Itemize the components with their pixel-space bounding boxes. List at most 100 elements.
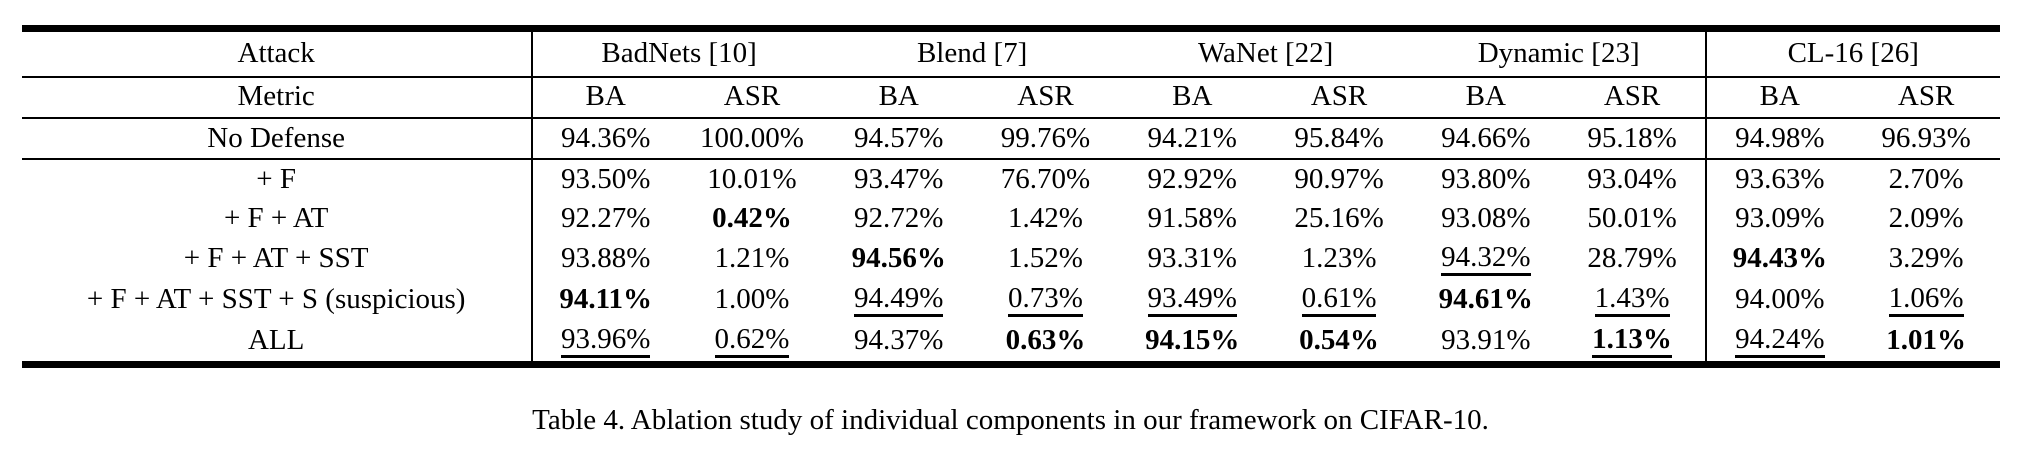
table-caption: Table 4. Ablation study of individual co… [532, 404, 1489, 436]
row-label: + F + AT [21, 199, 533, 238]
row-label: + F [21, 159, 533, 199]
value-text: 93.88% [560, 242, 651, 274]
value-text: 1.00% [714, 283, 790, 315]
value-cell: 94.36% [531, 118, 679, 160]
value-cell: 94.43% [1704, 238, 1853, 279]
value-cell: 0.61% [1266, 279, 1413, 320]
value-text: 0.62% [714, 325, 790, 358]
value-text: 94.21% [1147, 122, 1237, 154]
row-label: ALL [21, 320, 533, 365]
value-cell: 93.47% [825, 159, 972, 199]
metric-asr: ASR [972, 77, 1119, 119]
value-cell: 1.52% [972, 238, 1119, 279]
value-text: 92.92% [1147, 163, 1237, 195]
value-text: 93.91% [1441, 324, 1531, 356]
value-cell: 93.63% [1704, 159, 1853, 199]
value-text: 1.21% [714, 242, 790, 274]
value-cell: 95.84% [1265, 118, 1413, 160]
value-cell: 92.92% [1119, 159, 1266, 199]
value-text: 94.57% [854, 122, 944, 154]
value-cell: 94.24% [1704, 320, 1853, 365]
value-text: 93.08% [1441, 202, 1531, 234]
value-cell: 94.61% [1412, 279, 1559, 320]
value-text: 93.49% [1147, 284, 1237, 317]
value-cell: 1.00% [679, 279, 826, 320]
value-text: 94.15% [1145, 324, 1240, 356]
value-cell: 94.32% [1412, 238, 1559, 279]
value-text: 94.37% [854, 324, 944, 356]
ablation-table: Attack BadNets [10] Blend [7] WaNet [22]… [21, 25, 2000, 368]
value-text: 0.54% [1299, 324, 1379, 356]
metric-asr: ASR [678, 77, 826, 119]
value-cell: 92.27% [532, 199, 679, 238]
value-text: 1.52% [1008, 242, 1083, 274]
value-cell: 94.56% [825, 238, 972, 279]
value-text: 2.09% [1888, 202, 1964, 234]
metric-ba: BA [1412, 77, 1560, 119]
value-text: 94.32% [1441, 243, 1531, 276]
value-text: 93.96% [560, 325, 651, 358]
value-text: 93.80% [1441, 163, 1531, 195]
value-cell: 93.08% [1412, 199, 1559, 238]
attack-header-label: Attack [21, 28, 533, 78]
value-cell: 93.88% [532, 238, 679, 279]
value-text: 1.01% [1886, 324, 1966, 356]
value-text: 95.18% [1587, 122, 1677, 154]
value-cell: 2.09% [1853, 199, 2000, 238]
table-row: No Defense 94.36% 100.00% 94.57% 99.76% 94.21… [21, 118, 2000, 160]
table-row: + F + AT 92.27% 0.42% 92.72% 1.42% 91.58% 25.1… [21, 199, 2000, 238]
value-cell: 95.18% [1559, 118, 1706, 160]
value-text: 0.63% [1005, 324, 1086, 356]
value-text: 94.66% [1441, 122, 1531, 154]
metric-ba: BA [1118, 77, 1266, 119]
metric-asr: ASR [1852, 77, 2000, 119]
value-text: 94.49% [854, 284, 944, 317]
attack-col-wanet: WaNet [22] [1118, 28, 1413, 78]
value-cell: 91.58% [1119, 199, 1266, 238]
metric-ba: BA [1704, 77, 1853, 119]
value-text: 90.97% [1294, 163, 1384, 195]
value-cell: 1.43% [1559, 279, 1706, 320]
value-text: 93.47% [854, 163, 944, 195]
value-text: 1.43% [1594, 284, 1670, 317]
row-label: + F + AT + SST + S (suspicious) [21, 279, 533, 320]
value-cell: 3.29% [1853, 238, 2000, 279]
value-text: 93.50% [560, 163, 651, 195]
value-cell: 94.66% [1412, 118, 1560, 160]
value-text: 1.06% [1888, 284, 1964, 317]
value-cell: 99.76% [972, 118, 1119, 160]
value-cell: 94.00% [1704, 279, 1853, 320]
value-cell: 0.73% [972, 279, 1119, 320]
value-text: 94.00% [1735, 283, 1825, 315]
value-text: 92.72% [854, 202, 944, 234]
value-cell: 76.70% [972, 159, 1119, 199]
value-cell: 100.00% [678, 118, 826, 160]
table-row: + F 93.50% 10.01% 93.47% 76.70% 92.92% 90.97% 9… [21, 159, 2000, 199]
value-text: 99.76% [1000, 122, 1091, 154]
metric-header-row: Metric BA ASR BA ASR BA ASR BA ASR BA AS… [21, 77, 2000, 119]
value-cell: 93.31% [1119, 238, 1266, 279]
attack-col-badnets: BadNets [10] [531, 28, 826, 78]
value-text: 25.16% [1294, 202, 1384, 234]
value-text: 93.04% [1587, 163, 1677, 195]
value-text: 91.58% [1147, 202, 1237, 234]
value-cell: 92.72% [825, 199, 972, 238]
value-text: 1.13% [1592, 325, 1672, 358]
value-cell: 93.09% [1704, 199, 1853, 238]
metric-asr: ASR [1265, 77, 1413, 119]
value-cell: 1.01% [1853, 320, 2000, 365]
value-text: 94.36% [560, 122, 651, 154]
paper-page: Attack BadNets [10] Blend [7] WaNet [22]… [21, 25, 2000, 436]
table-row: + F + AT + SST + S (suspicious) 94.11% 1.0… [21, 279, 2000, 320]
attack-col-dynamic: Dynamic [23] [1412, 28, 1706, 78]
row-label: No Defense [21, 118, 533, 160]
attack-header-row: Attack BadNets [10] Blend [7] WaNet [22]… [21, 28, 2000, 78]
value-text: 94.56% [851, 242, 946, 274]
value-cell: 94.15% [1119, 320, 1266, 365]
value-cell: 93.91% [1412, 320, 1559, 365]
value-cell: 93.49% [1119, 279, 1266, 320]
value-text: 3.29% [1888, 242, 1964, 274]
value-cell: 94.57% [825, 118, 973, 160]
row-label: + F + AT + SST [21, 238, 533, 279]
value-cell: 0.42% [679, 199, 826, 238]
